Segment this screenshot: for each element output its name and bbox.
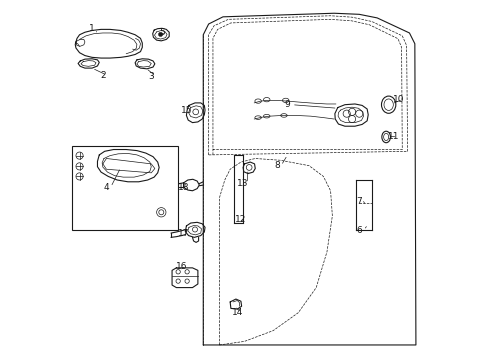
Text: 14: 14 bbox=[231, 308, 243, 317]
Circle shape bbox=[158, 32, 163, 37]
Text: 16: 16 bbox=[176, 262, 187, 271]
Text: 3: 3 bbox=[148, 72, 154, 81]
Text: 15: 15 bbox=[181, 105, 192, 114]
Text: 6: 6 bbox=[356, 226, 362, 235]
Text: 7: 7 bbox=[356, 197, 362, 206]
Text: 13: 13 bbox=[237, 179, 248, 188]
Text: 11: 11 bbox=[387, 132, 398, 141]
Text: 9: 9 bbox=[284, 100, 290, 109]
Text: 1: 1 bbox=[89, 24, 95, 33]
Text: 5: 5 bbox=[159, 28, 164, 37]
Bar bbox=[72, 146, 178, 230]
Text: 12: 12 bbox=[235, 215, 246, 224]
Text: 4: 4 bbox=[103, 183, 109, 192]
Text: 2: 2 bbox=[100, 71, 105, 80]
Text: 8: 8 bbox=[273, 161, 279, 170]
Text: 17: 17 bbox=[178, 229, 189, 238]
Text: 18: 18 bbox=[178, 183, 189, 192]
Text: 10: 10 bbox=[392, 95, 404, 104]
